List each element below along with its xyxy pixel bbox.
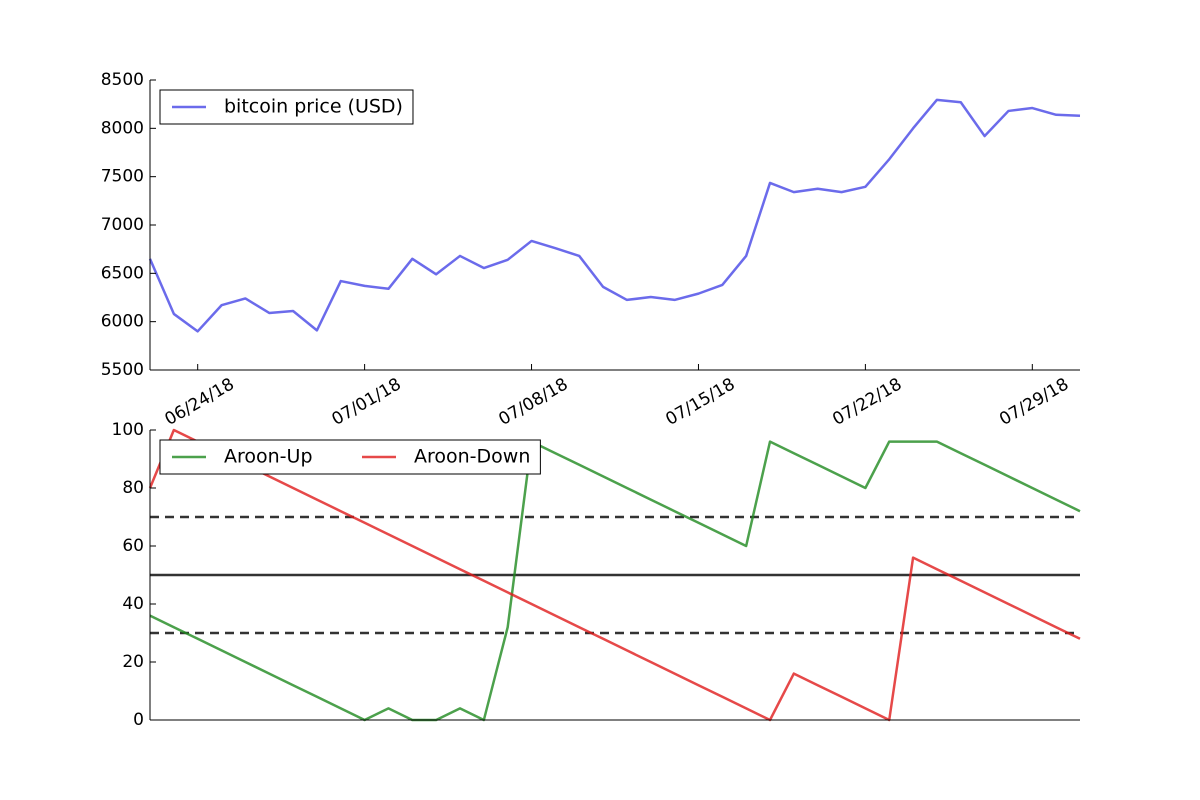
y-tick-label: 7000 [101, 215, 144, 235]
x-tick-label: 06/24/18 [162, 374, 238, 430]
y-tick-label: 40 [122, 594, 144, 614]
y-tick-label: 80 [122, 478, 144, 498]
data-line [148, 428, 1081, 722]
legend: Aroon-Up Aroon-Down [159, 439, 541, 475]
y-tick-label: 20 [122, 652, 144, 672]
legend: bitcoin price (USD) [159, 89, 414, 125]
x-tick-label: 07/08/18 [495, 374, 571, 430]
data-line [148, 98, 1081, 333]
y-tick-label: 6000 [101, 312, 144, 332]
legend-label: Aroon-Up [224, 446, 313, 468]
x-tick-label: 07/01/18 [328, 374, 404, 430]
legend-label: Aroon-Down [414, 446, 530, 468]
y-tick-label: 6500 [101, 263, 144, 283]
y-tick-label: 100 [112, 420, 144, 440]
y-tick-label: 0 [133, 710, 144, 730]
data-line [149, 440, 1081, 722]
legend-label: bitcoin price (USD) [224, 96, 403, 118]
x-tick-label: 07/29/18 [996, 374, 1072, 430]
legend-box [159, 439, 541, 475]
y-tick-label: 60 [122, 536, 144, 556]
x-tick-label: 07/15/18 [662, 374, 738, 430]
y-tick-label: 5500 [101, 360, 144, 380]
y-tick-label: 8000 [101, 118, 144, 138]
y-tick-label: 7500 [101, 167, 144, 187]
y-tick-label: 8500 [101, 70, 144, 90]
axes: 0 20 40 60 80 100 Aroon-Up Aroon-Down [112, 420, 1081, 730]
x-tick-label: 07/22/18 [829, 374, 905, 430]
axes: 5500 6000 6500 7000 7500 8000 8500 06/24/18 07/0… [101, 70, 1081, 430]
